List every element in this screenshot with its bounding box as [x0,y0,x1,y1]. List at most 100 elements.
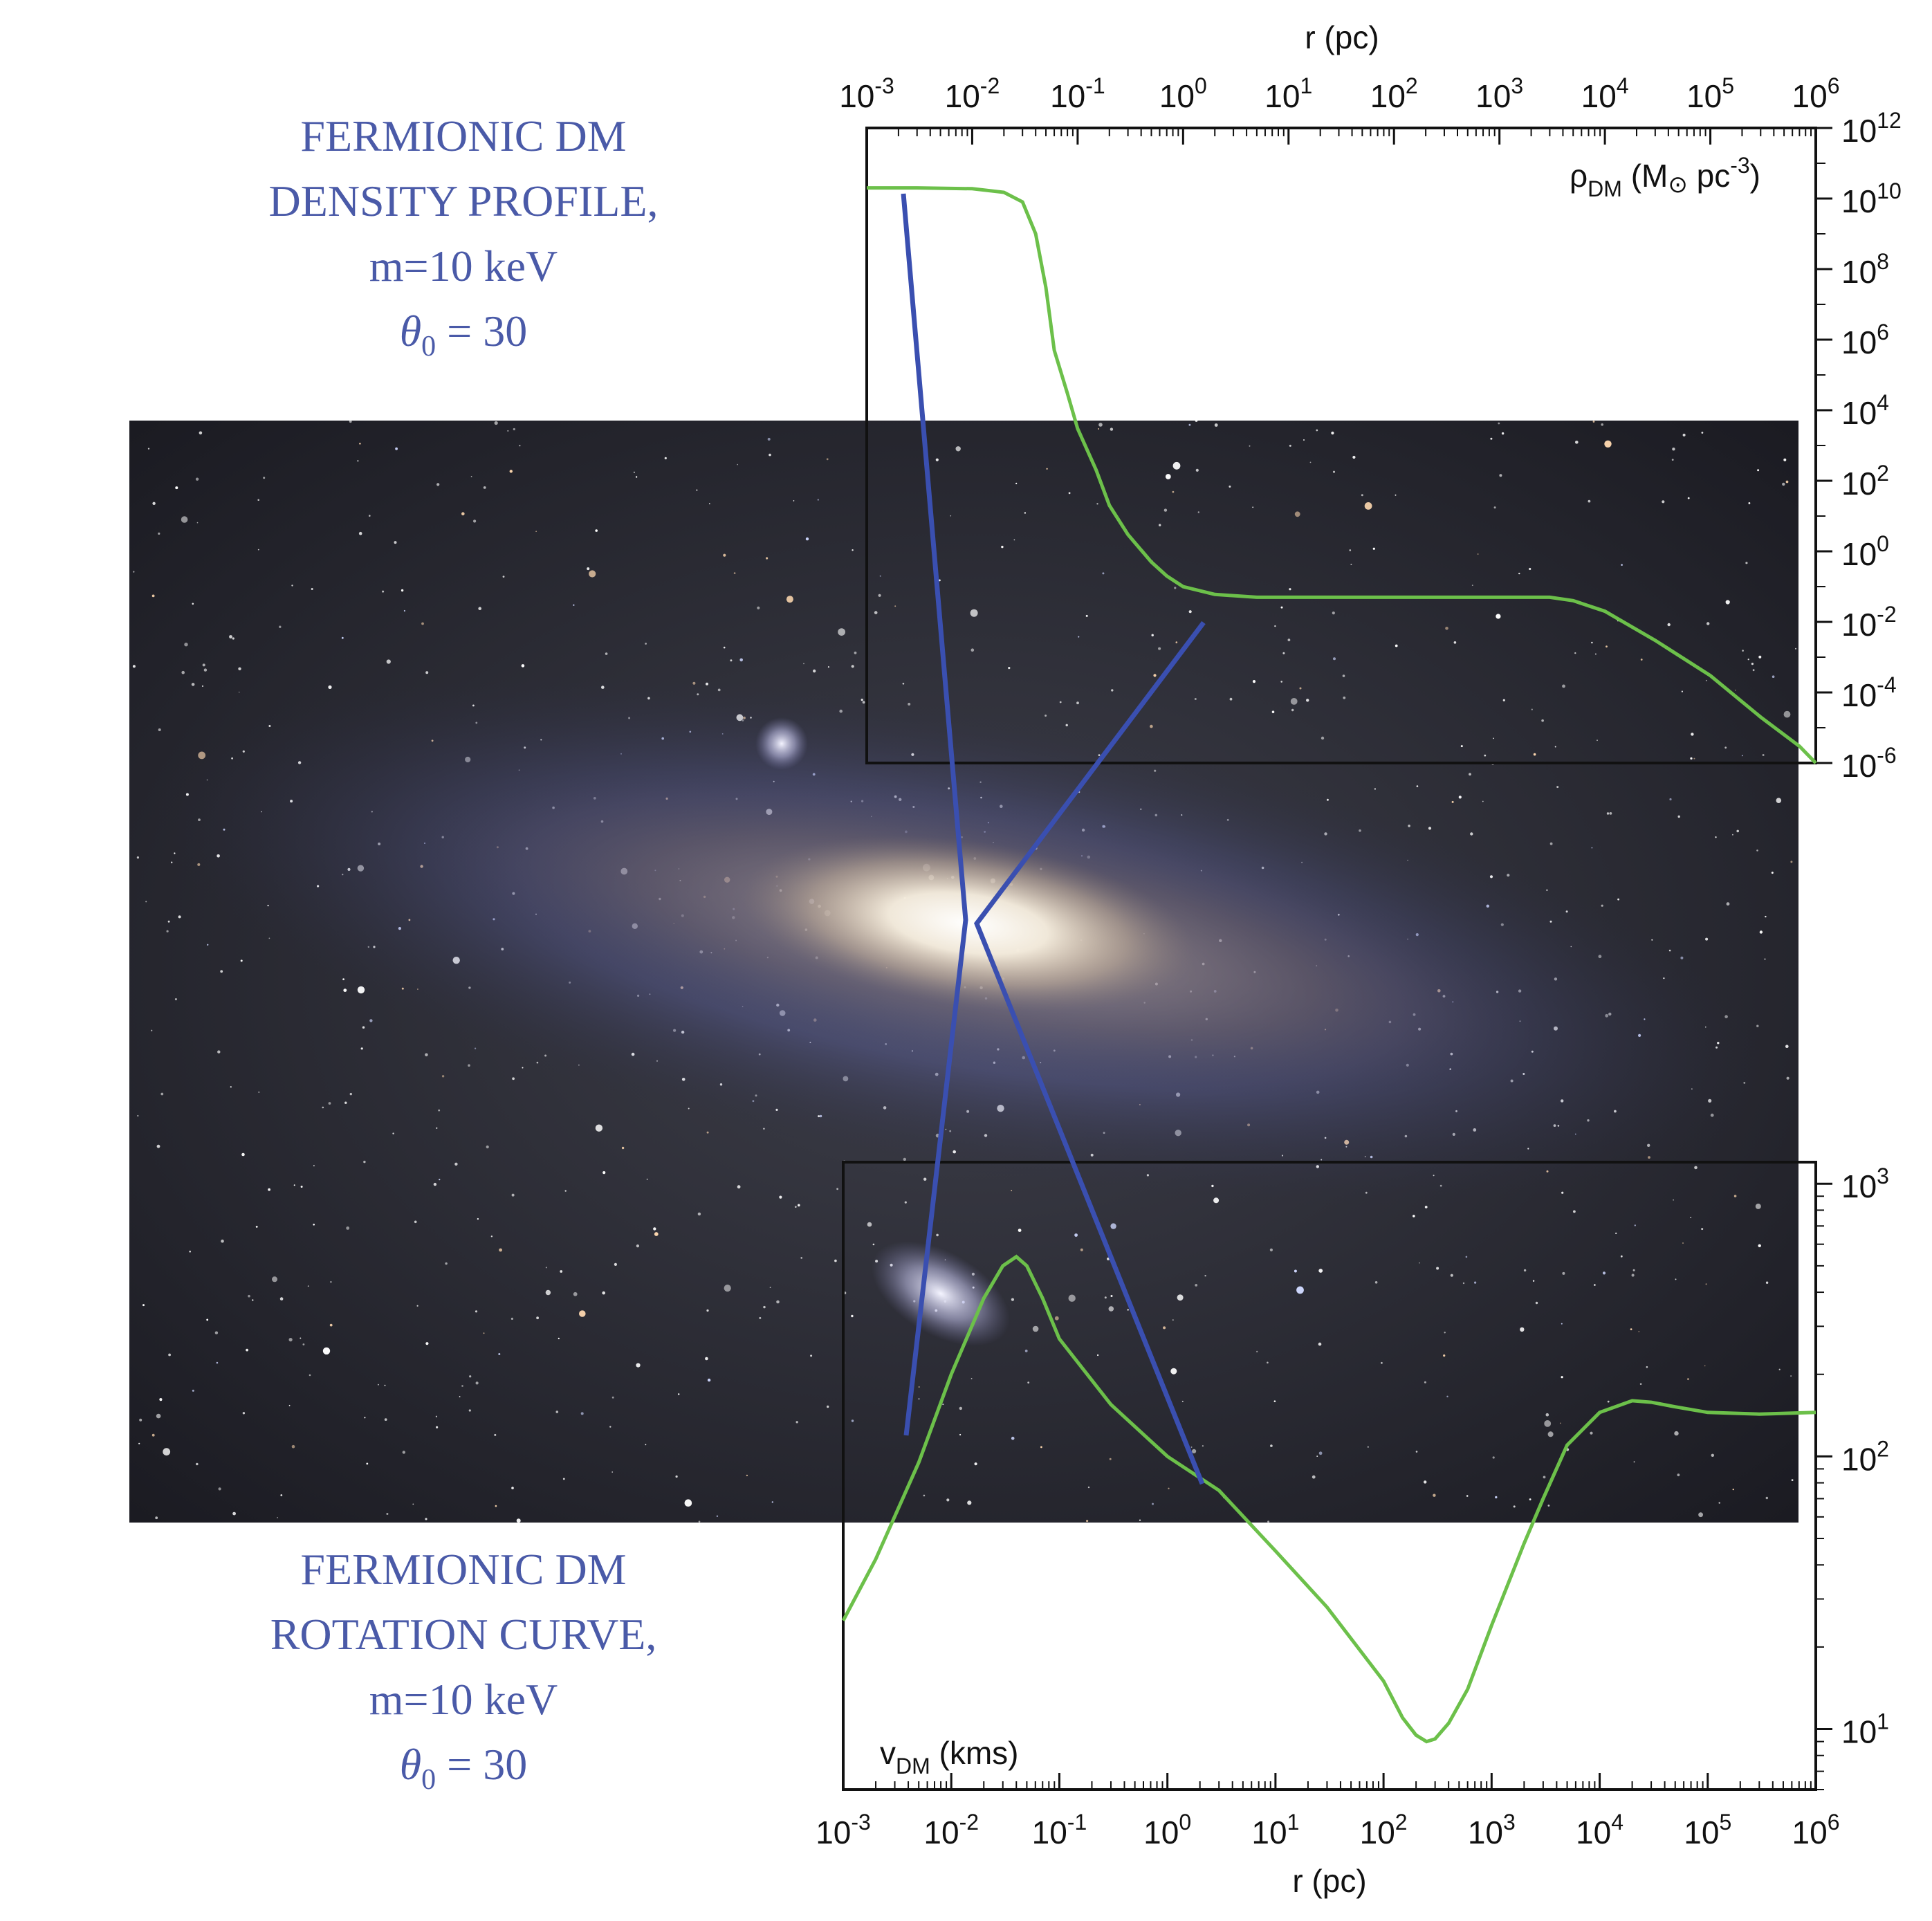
star [1490,437,1493,440]
star [461,512,465,515]
star [1333,470,1335,473]
star [935,458,939,461]
star [402,1451,405,1454]
star [573,1292,578,1296]
star [1687,497,1690,499]
star [1535,1301,1538,1305]
star [328,1102,331,1105]
star [827,1405,829,1408]
rotation-x-tick-label: 101 [1251,1810,1299,1850]
star [279,625,282,628]
star [970,648,975,652]
density-y-tick-label: 104 [1841,390,1889,431]
star [1465,1256,1468,1258]
star [1287,638,1291,641]
star [918,1398,920,1400]
star [1681,690,1683,692]
star [1172,1319,1174,1321]
star [257,549,259,551]
star [349,420,352,423]
rotation-x-tick-label: 102 [1360,1810,1408,1850]
rotation-ticks: 10-3 10-2 10-1 100 101 102 103 104 105 106 101 102 1… [816,1164,1889,1850]
star [967,1500,972,1505]
star [136,856,139,859]
star [1496,614,1501,619]
star [1751,663,1754,665]
galaxy-core [742,835,1195,1012]
star [403,609,406,612]
satellite-galaxy-m32 [755,717,808,770]
star [263,477,266,479]
star [1547,1431,1554,1437]
star [1726,902,1730,906]
star [805,537,809,541]
star [723,553,726,557]
star [1165,474,1171,479]
star [1718,1502,1720,1504]
star [1032,1325,1039,1332]
star [902,683,905,685]
star [1477,553,1479,555]
star [1690,757,1693,760]
star [490,1235,493,1238]
star [425,671,429,674]
star [535,531,537,532]
star [151,1029,153,1031]
star [558,1337,560,1339]
star [199,431,203,435]
star [459,1396,461,1397]
density-caption-line2: DENSITY PROFILE, [268,176,659,226]
star [1523,1269,1527,1272]
star [955,446,961,452]
star [1764,958,1766,960]
star [468,1409,471,1412]
star [221,1239,224,1243]
star [341,636,344,639]
star [1705,1283,1707,1285]
star [1732,834,1733,836]
star [1790,861,1793,863]
star [946,1498,950,1502]
star [511,1193,515,1197]
star [138,1442,140,1444]
star [1011,1190,1013,1192]
star [1249,445,1251,447]
density-x-tick-label: 104 [1581,73,1629,114]
star [1715,836,1717,838]
density-x-tick-label: 102 [1370,73,1418,114]
star [1482,800,1484,802]
star [1273,1400,1276,1402]
star [1674,1431,1679,1436]
star [1499,474,1502,477]
star [1374,1281,1378,1284]
density-x-tick-label: 10-2 [945,73,1000,114]
star [1008,667,1011,670]
star [1758,1244,1761,1248]
star [838,628,845,636]
star [1372,547,1375,550]
star [1590,1431,1593,1435]
star [611,1471,614,1473]
star [151,594,155,598]
star [195,477,199,481]
star [1316,429,1318,432]
star [970,609,978,617]
star [1791,1479,1794,1482]
star [1471,585,1473,586]
star [1765,1281,1769,1284]
star [794,1206,797,1208]
star [936,1233,939,1237]
star [1531,708,1533,710]
star [1790,1375,1792,1377]
star [509,470,513,473]
star [384,1418,387,1422]
star [545,1289,551,1296]
star [362,1026,365,1029]
star [1734,689,1736,691]
star [1252,506,1254,508]
star [1110,428,1114,431]
star [684,1499,692,1507]
star [580,1412,584,1415]
star [454,1162,458,1166]
star [867,1222,872,1227]
